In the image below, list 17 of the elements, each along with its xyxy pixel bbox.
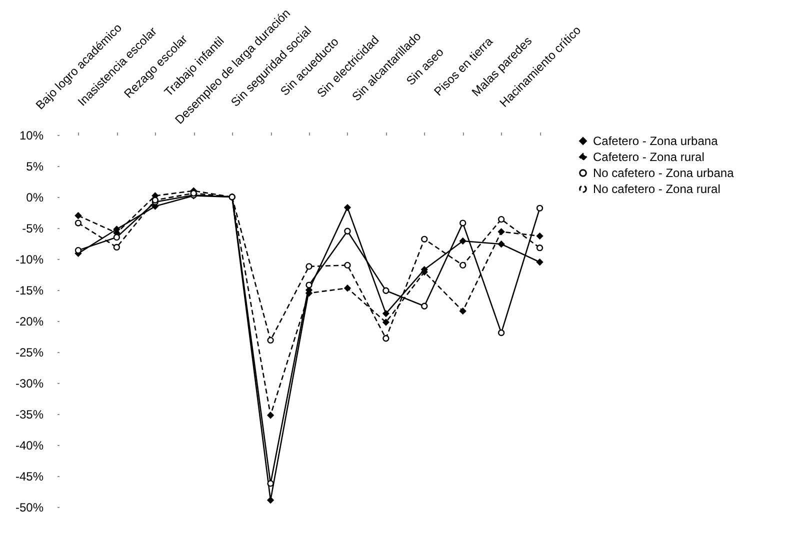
y-tick-label: 5% xyxy=(26,160,44,174)
y-tick-label: 10% xyxy=(19,128,44,142)
y-tick-label: -5% xyxy=(22,222,44,236)
legend-label: No cafetero - Zona urbana xyxy=(593,166,734,180)
y-tick-label: -25% xyxy=(15,346,44,360)
legend-label: Cafetero - Zona urbana xyxy=(593,134,718,148)
y-tick-label: -35% xyxy=(15,408,44,422)
y-tick-label: -20% xyxy=(15,314,44,328)
y-tick-label: -40% xyxy=(15,438,44,452)
y-tick-label: -50% xyxy=(15,500,44,514)
legend-label: Cafetero - Zona rural xyxy=(593,150,704,164)
y-tick-label: -30% xyxy=(15,376,44,390)
y-tick-label: 0% xyxy=(26,190,44,204)
y-tick-label: -10% xyxy=(15,252,44,266)
legend-label: No cafetero - Zona rural xyxy=(593,182,720,196)
y-tick-label: -15% xyxy=(15,284,44,298)
y-tick-label: -45% xyxy=(15,470,44,484)
